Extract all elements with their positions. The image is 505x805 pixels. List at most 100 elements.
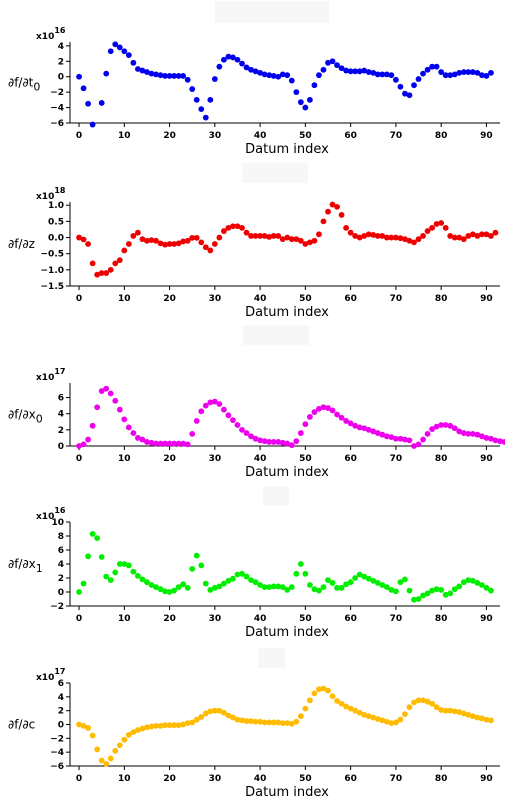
x-tick-label: 10: [118, 294, 131, 304]
y-tick-label: 8: [58, 532, 64, 542]
data-point: [442, 72, 449, 79]
data-point: [420, 233, 426, 239]
data-point: [193, 234, 200, 241]
title-placeholder: [263, 486, 289, 506]
data-point: [148, 237, 155, 244]
data-point: [125, 52, 132, 59]
data-point: [171, 73, 178, 79]
data-point: [89, 531, 96, 537]
data-point: [488, 435, 494, 442]
data-point: [252, 718, 259, 725]
scale-multiplier: x1017: [36, 367, 65, 383]
data-point: [306, 582, 313, 588]
data-point: [279, 236, 286, 243]
data-point: [180, 73, 187, 79]
data-point: [144, 69, 150, 75]
data-point: [420, 697, 426, 704]
x-tick-label: 0: [76, 294, 82, 304]
data-point: [202, 244, 209, 251]
data-point: [442, 707, 449, 714]
data-point: [488, 587, 494, 594]
data-point: [248, 718, 254, 724]
data-point: [80, 580, 87, 587]
x-axis-label: Datum index: [245, 142, 329, 157]
x-tick-label: 10: [118, 614, 131, 624]
data-point: [320, 584, 327, 590]
data-point: [198, 239, 205, 246]
data-point: [94, 404, 101, 411]
x-tick-label: 20: [163, 454, 176, 464]
data-point: [352, 233, 359, 239]
x-tick-label: 40: [254, 774, 267, 784]
data-point: [121, 736, 128, 743]
data-point: [402, 576, 408, 583]
data-point: [211, 76, 218, 82]
y-axis-label: ∂f/∂x1: [8, 557, 43, 575]
data-point: [284, 587, 291, 593]
data-point: [225, 224, 232, 231]
data-point: [279, 71, 286, 78]
data-point: [424, 590, 431, 597]
x-tick-label: 10: [118, 774, 131, 784]
data-point: [420, 592, 426, 599]
data-point: [469, 69, 476, 75]
data-point: [460, 236, 467, 243]
data-point: [343, 703, 350, 710]
data-point: [225, 712, 232, 719]
data-point: [144, 724, 150, 731]
data-point: [334, 698, 340, 704]
x-tick-label: 30: [209, 774, 222, 784]
data-point: [370, 577, 377, 584]
data-point: [266, 439, 273, 445]
data-point: [478, 72, 485, 79]
data-point: [325, 208, 331, 215]
x-tick-label: 60: [344, 294, 357, 304]
data-point: [343, 418, 350, 424]
data-point: [148, 582, 155, 588]
data-point: [338, 65, 345, 72]
scale-multiplier: x1016: [36, 26, 66, 42]
data-point: [320, 66, 327, 73]
data-point: [465, 69, 472, 75]
data-point: [316, 686, 322, 693]
data-point: [125, 731, 132, 738]
x-axis-label: Datum index: [245, 625, 329, 640]
data-point: [370, 428, 377, 435]
data-point: [112, 41, 119, 48]
x-tick-label: 30: [209, 614, 222, 624]
data-point: [243, 718, 250, 724]
data-point: [139, 436, 146, 443]
data-point: [297, 237, 304, 244]
data-point: [383, 584, 390, 590]
data-point: [193, 418, 200, 424]
data-point: [474, 714, 481, 721]
data-point: [202, 114, 209, 121]
data-point: [442, 224, 449, 231]
data-point: [397, 579, 404, 586]
data-point: [356, 571, 363, 578]
data-point: [347, 229, 354, 236]
data-point: [297, 430, 304, 436]
data-point: [225, 577, 232, 584]
data-point: [270, 73, 277, 79]
data-point: [451, 708, 458, 715]
data-point: [162, 73, 168, 79]
data-point: [424, 698, 431, 705]
data-point: [202, 710, 209, 717]
data-point: [379, 71, 386, 78]
data-point: [89, 121, 96, 128]
x-tick-label: 40: [254, 614, 267, 624]
data-point: [302, 104, 309, 111]
x-tick-label: 40: [254, 454, 267, 464]
data-point: [116, 742, 123, 749]
x-tick-label: 70: [390, 294, 403, 304]
data-point: [85, 436, 92, 443]
data-point: [356, 68, 363, 75]
data-point: [184, 441, 191, 448]
data-point: [334, 62, 340, 69]
data-point: [388, 720, 395, 727]
y-tick-label: 0.0: [48, 234, 64, 244]
y-axis-label: ∂f/∂x0: [8, 408, 43, 426]
data-point: [103, 385, 110, 392]
